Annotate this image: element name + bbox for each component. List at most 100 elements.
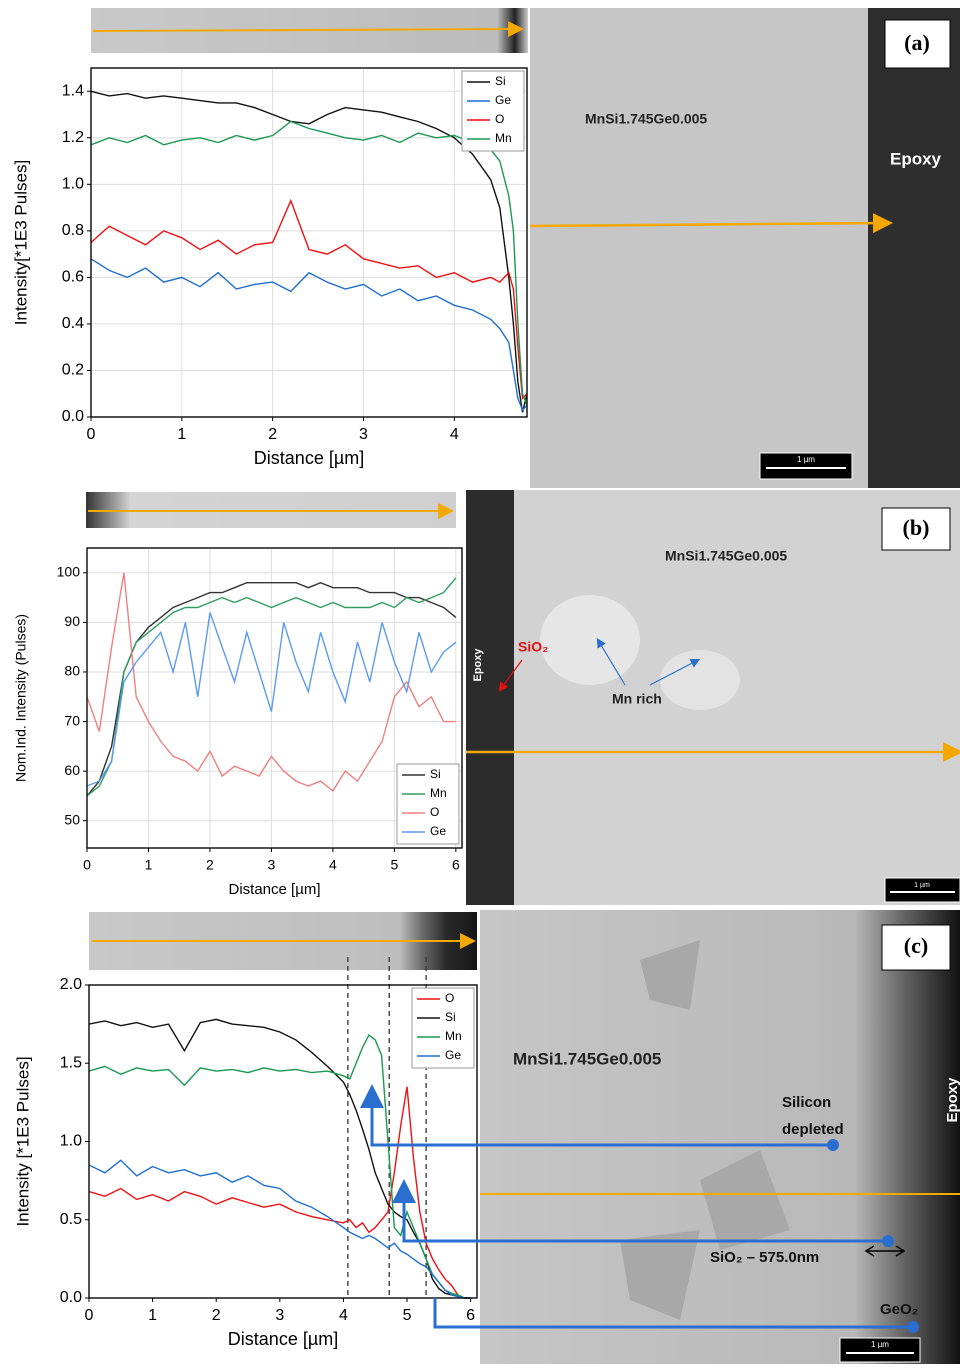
panel-label: (a)	[904, 30, 930, 55]
scan-arrow	[529, 213, 893, 234]
x-tick-label: 5	[390, 857, 398, 873]
phase-label: MnSi1.745Ge0.005	[585, 111, 707, 127]
y-tick-label: 1.0	[62, 176, 84, 193]
scale-label: 1 µm	[797, 455, 815, 464]
y-tick-label: 90	[64, 613, 80, 629]
data-line	[86, 581, 457, 797]
x-tick-label: 3	[268, 857, 276, 873]
y-tick-label: 0.5	[60, 1211, 82, 1228]
y-tick-label: 50	[64, 811, 80, 827]
scale-bar	[759, 452, 853, 480]
annotation-arrow	[649, 658, 701, 686]
x-tick-label: 3	[275, 1307, 284, 1324]
mn-rich-label: Mn rich	[612, 691, 662, 707]
panel-label: (c)	[904, 933, 928, 958]
y-tick-label: 100	[57, 563, 81, 579]
legend-box	[461, 70, 525, 152]
legend-label: Si	[445, 1010, 456, 1024]
x-tick-label: 2	[206, 857, 214, 873]
x-tick-label: 1	[177, 426, 186, 443]
epoxy-region	[466, 490, 514, 905]
plot-frame	[86, 547, 463, 849]
epoxy-label: Epoxy	[472, 648, 484, 682]
legend-label: O	[430, 805, 439, 819]
depleted-label: depleted	[782, 1121, 844, 1138]
legend-label: Mn	[495, 131, 512, 145]
scale-bar	[884, 877, 960, 903]
data-line	[90, 258, 528, 412]
y-axis-label: Intensity[*1E3 Pulses]	[11, 160, 30, 325]
x-tick-label: 2	[268, 426, 277, 443]
y-tick-label: 0.0	[60, 1289, 82, 1306]
epoxy-label: Epoxy	[944, 1077, 960, 1123]
legend-label: Mn	[445, 1029, 462, 1043]
x-tick-label: 6	[466, 1307, 475, 1324]
oxide-label: SiO₂	[518, 639, 548, 655]
data-line	[86, 572, 456, 793]
legend-label: O	[495, 112, 504, 126]
y-tick-label: 0.6	[62, 269, 84, 286]
y-tick-label: 1.4	[62, 82, 84, 99]
panel-label: (b)	[903, 515, 930, 540]
x-tick-label: 4	[339, 1307, 348, 1324]
data-line	[90, 198, 528, 400]
legend-label: Ge	[445, 1048, 461, 1062]
legend-box	[396, 763, 460, 845]
y-tick-label: 0.2	[62, 362, 84, 379]
x-tick-label: 1	[145, 857, 153, 873]
scan-arrow	[92, 21, 524, 38]
y-axis-label: Intensity [*1E3 Pulses]	[13, 1056, 32, 1226]
x-axis-label: Distance [µm]	[229, 881, 321, 898]
phase-label: MnSi1.745Ge0.005	[665, 548, 787, 564]
legend-label: Ge	[430, 824, 446, 838]
x-tick-label: 3	[359, 426, 368, 443]
x-tick-label: 5	[403, 1307, 412, 1324]
legend-label: Ge	[495, 93, 511, 107]
oxide-label: SiO₂ – 575.0nm	[710, 1249, 819, 1266]
epoxy-region	[868, 8, 960, 488]
x-tick-label: 6	[452, 857, 460, 873]
x-axis-label: Distance [µm]	[228, 1329, 338, 1349]
data-line	[88, 1086, 471, 1299]
x-tick-label: 2	[212, 1307, 221, 1324]
y-tick-label: 0.8	[62, 222, 84, 239]
scale-label: 1 µm	[914, 882, 930, 889]
mn-rich-region	[540, 595, 640, 685]
annotation-arrow	[596, 637, 626, 686]
y-tick-label: 1.5	[60, 1054, 82, 1071]
data-line	[88, 1018, 471, 1299]
x-axis-label: Distance [µm]	[254, 448, 364, 468]
plot-frame	[90, 67, 528, 418]
mn-rich-region	[660, 650, 740, 710]
connector	[360, 1084, 833, 1147]
epoxy-label: Epoxy	[890, 149, 942, 168]
phase-label: MnSi1.745Ge0.005	[513, 1049, 661, 1068]
data-line	[88, 1159, 471, 1299]
y-tick-label: 0.4	[62, 315, 84, 332]
data-line	[90, 90, 528, 413]
sem-image	[480, 910, 960, 1364]
panel-label-box	[881, 507, 951, 551]
legend-label: O	[445, 991, 454, 1005]
thickness-arrow	[864, 1245, 906, 1257]
legend-box	[411, 987, 475, 1069]
y-tick-label: 2.0	[60, 976, 82, 993]
x-tick-label: 0	[85, 1307, 94, 1324]
legend-label: Si	[430, 767, 441, 781]
data-line	[90, 120, 528, 406]
panel-label-box	[884, 19, 951, 69]
connector	[392, 1179, 888, 1243]
legend-label: Si	[495, 74, 506, 88]
data-line	[86, 577, 457, 797]
y-axis-label: Nom.Ind. Intensity (Pulses)	[13, 614, 29, 782]
x-tick-label: 4	[329, 857, 337, 873]
y-tick-label: 70	[64, 712, 80, 728]
depleted-label: Silicon	[782, 1094, 831, 1111]
y-tick-label: 60	[64, 762, 80, 778]
legend-label: Mn	[430, 786, 447, 800]
x-tick-label: 0	[87, 426, 96, 443]
geo2-label: GeO₂	[880, 1301, 918, 1318]
